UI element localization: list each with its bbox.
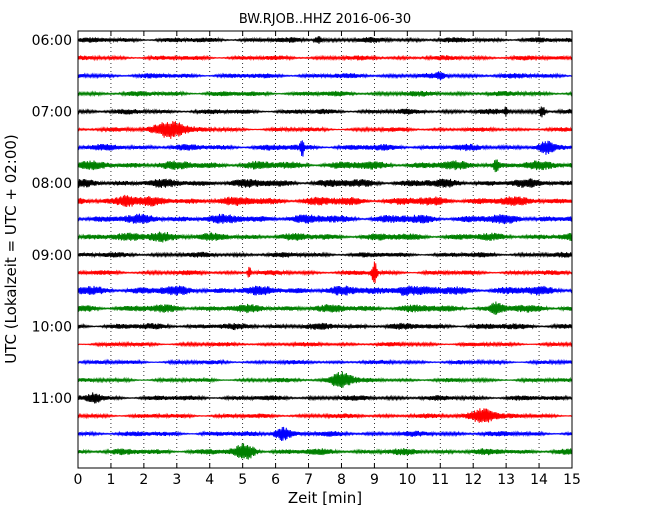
x-tick-label: 7 xyxy=(304,472,313,488)
y-tick-label: 11:00 xyxy=(32,391,72,407)
x-tick-label: 1 xyxy=(106,472,115,488)
seismic-trace xyxy=(77,54,573,62)
y-tick-label: 10:00 xyxy=(32,319,72,335)
x-tick-label: 8 xyxy=(337,472,346,488)
x-tick-label: 13 xyxy=(497,472,515,488)
chart-title: BW.RJOB..HHZ 2016-06-30 xyxy=(239,12,411,27)
seismic-trace xyxy=(77,371,573,388)
seismic-trace xyxy=(77,106,573,118)
x-tick-label: 10 xyxy=(398,472,416,488)
seismic-trace xyxy=(77,213,573,225)
seismic-trace xyxy=(77,140,573,157)
seismic-trace xyxy=(77,426,573,441)
grid-lines xyxy=(110,31,540,468)
seismic-trace xyxy=(77,301,573,315)
y-tick-label: 07:00 xyxy=(32,105,72,121)
seismic-trace xyxy=(77,231,573,243)
y-tick-label: 06:00 xyxy=(32,33,72,49)
seismic-trace xyxy=(77,261,573,284)
axis-ticks: 0 1 2 3 4 5 6 7 8 9 10 11 12 13 14 1506:0007:0008:0009:… xyxy=(32,31,581,488)
y-tick-label: 08:00 xyxy=(32,176,72,192)
seismic-trace xyxy=(77,408,573,423)
y-tick-label: 09:00 xyxy=(32,248,72,264)
x-tick-label: 9 xyxy=(370,472,379,488)
seismic-trace xyxy=(77,251,573,259)
seismic-trace xyxy=(77,285,573,297)
x-tick-label: 12 xyxy=(464,472,482,488)
seismic-trace xyxy=(77,121,573,139)
seismic-trace xyxy=(77,358,573,366)
seismic-trace xyxy=(77,159,573,173)
seismic-trace xyxy=(77,443,573,460)
x-tick-label: 2 xyxy=(139,472,148,488)
x-tick-label: 15 xyxy=(563,472,581,488)
seismic-trace xyxy=(77,90,573,98)
seismic-trace xyxy=(77,178,573,188)
x-tick-label: 14 xyxy=(530,472,548,488)
seismic-trace xyxy=(77,322,573,331)
x-axis-label: Zeit [min] xyxy=(288,489,362,507)
plot-frame xyxy=(77,30,573,469)
seismic-trace xyxy=(77,71,573,81)
x-tick-label: 6 xyxy=(271,472,280,488)
seismic-trace xyxy=(77,340,573,348)
seismic-traces xyxy=(77,36,573,460)
x-tick-label: 4 xyxy=(205,472,214,488)
seismic-trace xyxy=(77,36,573,44)
seismic-trace xyxy=(77,392,573,404)
x-tick-label: 0 xyxy=(74,472,83,488)
y-axis-label: UTC (Lokalzeit = UTC + 02:00) xyxy=(2,134,20,364)
x-tick-label: 5 xyxy=(238,472,247,488)
x-tick-label: 11 xyxy=(431,472,449,488)
seismic-trace xyxy=(77,194,573,208)
x-tick-label: 3 xyxy=(172,472,181,488)
